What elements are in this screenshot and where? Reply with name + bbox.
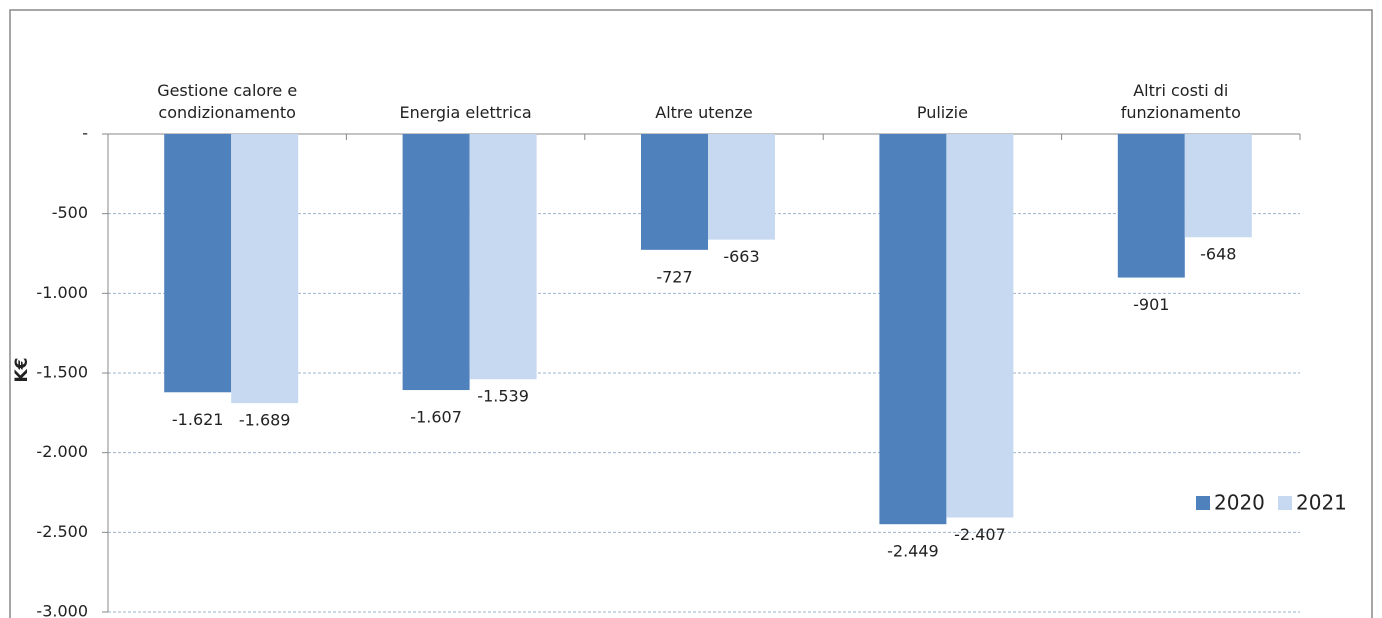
data-label: -1.607 [410, 408, 462, 427]
y-axis-title: K€ [12, 357, 32, 382]
category-label: Altri costi di funzionamento [1120, 81, 1241, 122]
y-tick-label: -2.000 [36, 442, 88, 461]
legend-label: 2021 [1296, 491, 1347, 515]
y-tick-label: - [82, 124, 88, 143]
bar [469, 134, 537, 380]
y-tick-label: -3.000 [36, 602, 88, 618]
y-tick-label: -1.000 [36, 283, 88, 302]
data-label: -901 [1133, 295, 1169, 314]
bar [641, 134, 708, 250]
data-label: -663 [723, 247, 759, 266]
data-label: -2.407 [954, 525, 1006, 544]
category-label: Pulizie [916, 103, 968, 122]
bar [946, 134, 1014, 518]
data-label: -648 [1200, 245, 1236, 264]
bar [402, 134, 470, 391]
y-tick-label: -500 [52, 203, 88, 222]
category-label: Energia elettrica [399, 103, 532, 122]
data-label: -727 [656, 267, 692, 286]
data-label: -1.621 [172, 410, 224, 429]
legend-swatch [1196, 496, 1210, 510]
bar [231, 134, 299, 404]
data-label: -2.449 [887, 542, 939, 561]
data-label: -1.689 [239, 411, 291, 430]
y-tick-label: -1.500 [36, 363, 88, 382]
bar [164, 134, 232, 393]
y-tick-label: -2.500 [36, 522, 88, 541]
category-label: Altre utenze [655, 103, 753, 122]
bar [879, 134, 947, 525]
bar [708, 134, 775, 240]
category-label: Gestione calore e condizionamento [157, 81, 298, 122]
data-label: -1.539 [477, 387, 529, 406]
chart-frame [9, 9, 1373, 618]
legend-swatch [1278, 496, 1292, 510]
bar [1117, 134, 1185, 278]
bar [1184, 134, 1252, 238]
legend-label: 2020 [1214, 491, 1265, 515]
